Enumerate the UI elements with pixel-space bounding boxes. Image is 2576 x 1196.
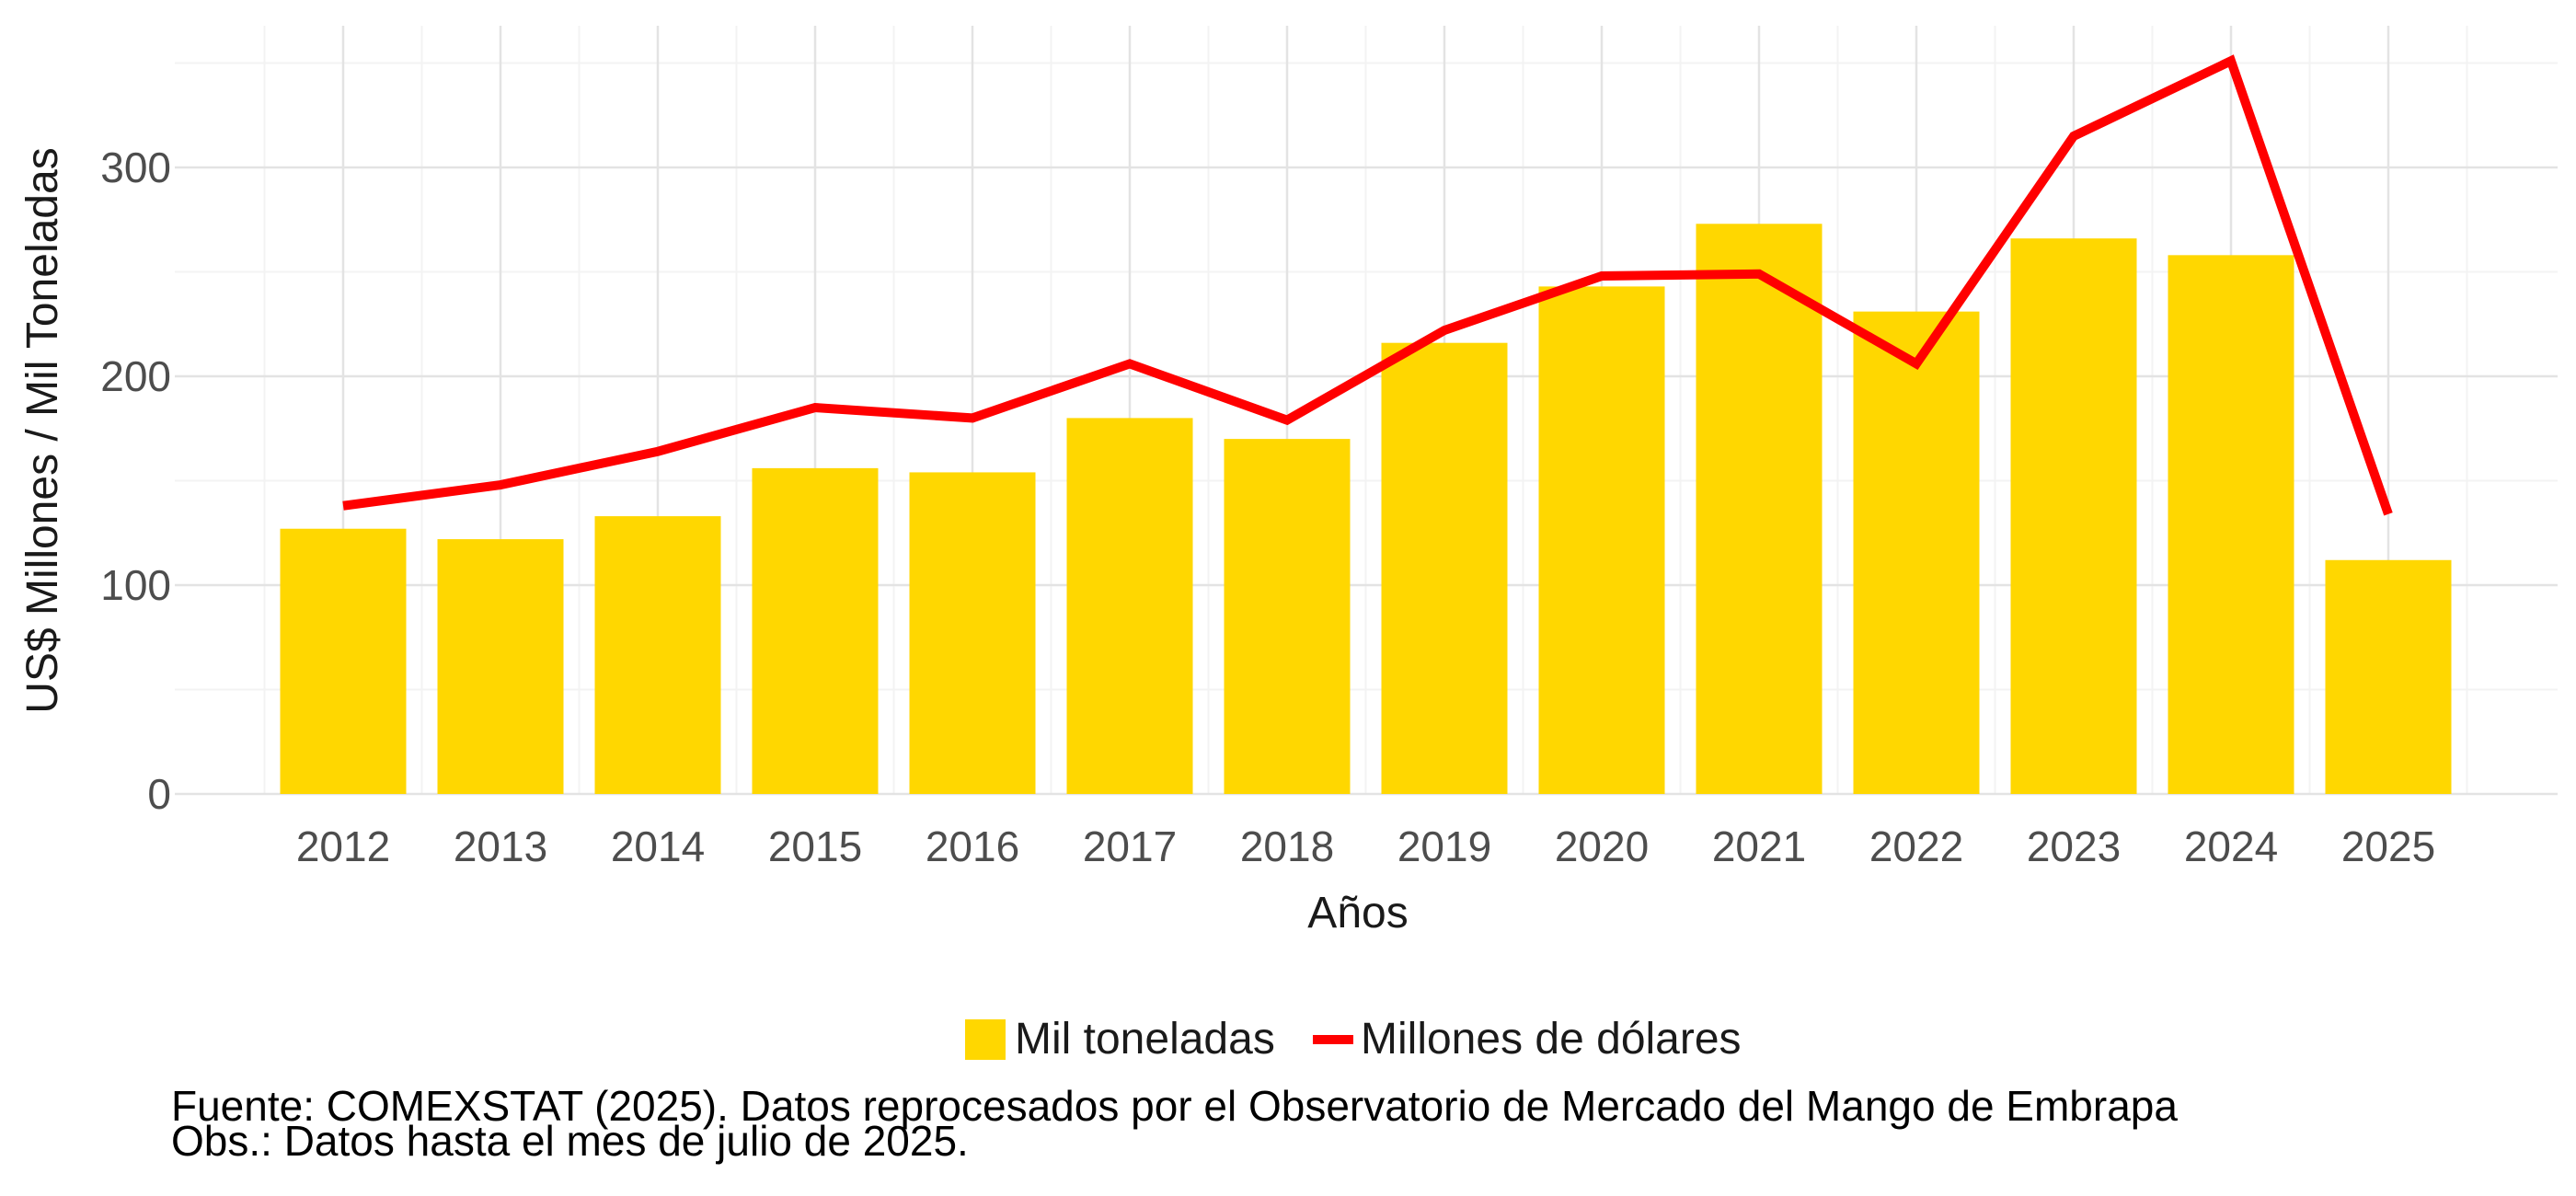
x-tick-label: 2014	[611, 822, 705, 870]
y-axis-title: US$ Millones / Mil Toneladas	[18, 147, 67, 713]
x-tick-label: 2012	[296, 822, 390, 870]
x-tick-label: 2019	[1397, 822, 1491, 870]
bar-2021	[1696, 224, 1823, 795]
caption-source: Fuente: COMEXSTAT (2025). Datos reproces…	[171, 1082, 2178, 1130]
bar-series-mil-toneladas	[280, 224, 2452, 795]
x-tick-label: 2024	[2184, 822, 2278, 870]
x-axis-ticks: 2012 2013 2014 2015 2016 2017 2018 2019 2020 2021…	[296, 822, 2435, 870]
bar-2017	[1066, 418, 1193, 794]
x-tick-label: 2017	[1083, 822, 1177, 870]
bar-2015	[752, 467, 879, 794]
x-tick-label: 2020	[1555, 822, 1649, 870]
bar-2022	[1853, 311, 1980, 794]
y-tick-label: 0	[147, 770, 171, 818]
y-tick-label: 100	[100, 561, 171, 609]
x-tick-label: 2016	[926, 822, 1019, 870]
bar-2024	[2168, 255, 2294, 795]
x-tick-label: 2023	[2027, 822, 2121, 870]
line-series-millones-de-dolares	[342, 54, 2393, 516]
x-tick-label: 2018	[1240, 822, 1334, 870]
legend-label-bar: Mil toneladas	[1015, 1015, 1275, 1064]
x-tick-label: 2022	[1869, 822, 1963, 870]
line-millones-de-dolares	[342, 54, 2393, 516]
y-tick-label: 200	[100, 352, 171, 400]
bar-2025	[2325, 559, 2452, 794]
caption-note: Obs.: Datos hasta el mes de julio de 202…	[171, 1117, 969, 1165]
bar-2023	[2010, 238, 2137, 794]
bar-2012	[280, 528, 407, 794]
x-tick-label: 2021	[1712, 822, 1806, 870]
legend-label-line: Millones de dólares	[1361, 1015, 1742, 1064]
bar-2019	[1381, 342, 1508, 794]
x-tick-label: 2025	[2341, 822, 2435, 870]
y-axis-ticks: 0 100 200 300	[100, 144, 171, 818]
x-tick-label: 2013	[454, 822, 547, 870]
bar-2014	[594, 516, 721, 794]
bar-2018	[1224, 439, 1351, 794]
x-axis-title: Años	[1307, 889, 1408, 937]
y-tick-label: 300	[100, 144, 171, 191]
x-tick-label: 2015	[768, 822, 862, 870]
legend-key-bar	[965, 1019, 1006, 1060]
legend: Mil toneladas Millones de dólares	[965, 1015, 1742, 1064]
bar-2016	[909, 472, 1036, 794]
bar-2020	[1538, 286, 1665, 794]
legend-key-line	[1313, 1035, 1353, 1044]
bar-2013	[437, 539, 564, 794]
